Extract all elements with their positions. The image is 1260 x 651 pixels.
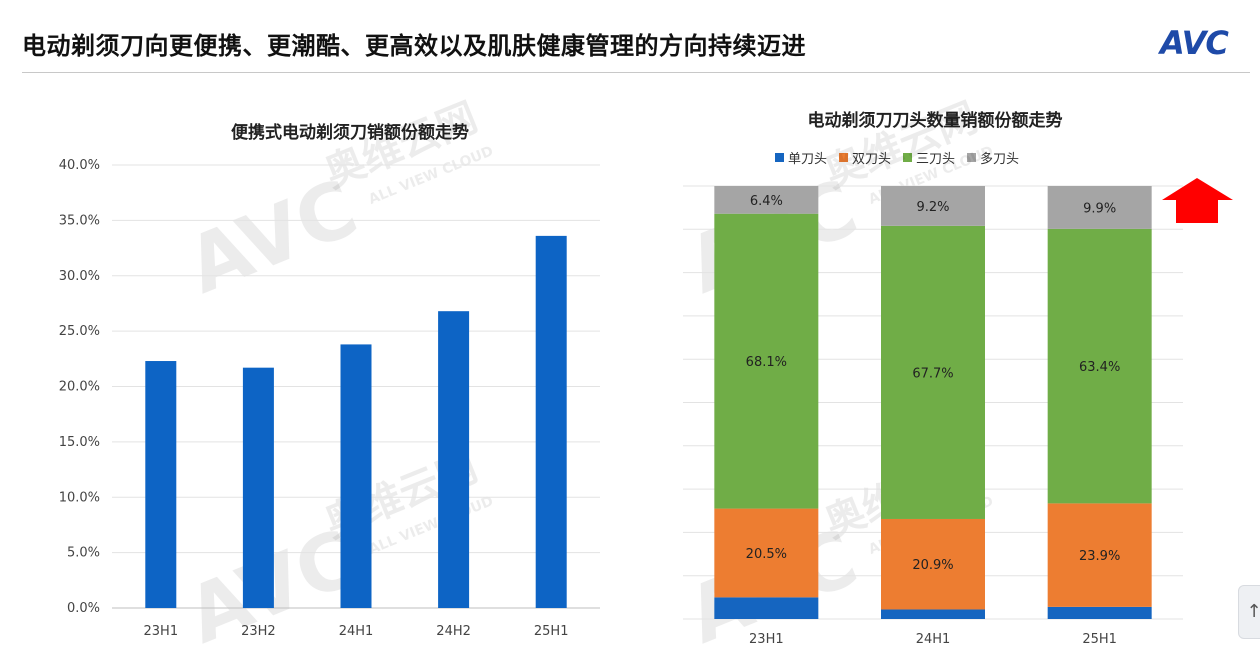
left-x-tick-label: 25H1 xyxy=(534,624,569,639)
avc-logo: AVC xyxy=(1160,24,1229,62)
stacked-data-label: 9.2% xyxy=(916,200,949,215)
right-x-tick-label: 23H1 xyxy=(749,632,784,647)
stacked-data-label: 6.4% xyxy=(750,194,783,209)
stacked-segment xyxy=(1047,228,1152,504)
left-y-tick-label: 5.0% xyxy=(67,546,100,561)
left-bar xyxy=(535,235,567,608)
legend-label-multi: 多刀头 xyxy=(980,152,1020,167)
left-x-tick-label: 24H1 xyxy=(339,624,374,639)
left-y-tick-label: 35.0% xyxy=(59,213,100,228)
right-chart-legend: 单刀头 双刀头 三刀头 多刀头 xyxy=(775,148,1019,167)
left-y-tick-label: 20.0% xyxy=(59,380,100,395)
stacked-segment xyxy=(881,225,985,519)
left-y-tick-label: 15.0% xyxy=(59,435,100,450)
legend-label-triple: 三刀头 xyxy=(916,152,956,167)
stacked-segment xyxy=(881,609,985,619)
left-x-tick-label: 23H1 xyxy=(144,624,179,639)
stacked-data-label: 20.9% xyxy=(912,558,953,573)
stacked-segment xyxy=(714,508,819,598)
stacked-segment xyxy=(1047,606,1152,619)
left-bar xyxy=(340,344,372,608)
stacked-data-label: 63.4% xyxy=(1079,360,1120,375)
legend-label-single: 单刀头 xyxy=(788,152,828,167)
left-chart-title: 便携式电动剃须刀销额份额走势 xyxy=(231,123,469,143)
left-y-tick-label: 10.0% xyxy=(59,490,100,505)
left-x-tick-label: 23H2 xyxy=(241,624,276,639)
scroll-to-top-button[interactable]: ↑ xyxy=(1238,585,1260,639)
legend-item-multi: 多刀头 xyxy=(967,148,1019,167)
left-y-tick-label: 0.0% xyxy=(67,601,100,616)
red-up-arrow-icon xyxy=(1162,178,1233,223)
legend-item-single: 单刀头 xyxy=(775,148,827,167)
left-y-tick-label: 30.0% xyxy=(59,269,100,284)
left-y-tick-label: 40.0% xyxy=(59,158,100,173)
legend-label-double: 双刀头 xyxy=(852,152,892,167)
page-title: 电动剃须刀向更便携、更潮酷、更高效以及肌肤健康管理的方向持续迈进 xyxy=(22,32,806,60)
left-bar xyxy=(145,361,177,608)
right-chart-title: 电动剃须刀刀头数量销额份额走势 xyxy=(807,111,1063,131)
stacked-segment xyxy=(881,518,985,610)
stacked-segment xyxy=(714,597,819,619)
legend-item-triple: 三刀头 xyxy=(903,148,955,167)
stacked-segment xyxy=(714,186,819,214)
title-divider xyxy=(22,72,1250,73)
legend-swatch-single xyxy=(775,153,784,162)
stacked-data-label: 67.7% xyxy=(912,366,953,381)
stacked-segment xyxy=(1047,186,1152,229)
arrow-up-icon: ↑ xyxy=(1246,601,1260,622)
legend-swatch-double xyxy=(839,153,849,162)
stacked-data-label: 68.1% xyxy=(746,355,787,370)
stacked-data-label: 20.5% xyxy=(746,547,787,562)
legend-item-double: 双刀头 xyxy=(839,148,891,167)
stacked-segment xyxy=(714,213,819,509)
stacked-data-label: 9.9% xyxy=(1083,201,1116,216)
left-bar xyxy=(242,367,274,608)
left-bar xyxy=(438,311,470,608)
stacked-data-label: 23.9% xyxy=(1079,549,1120,564)
right-x-tick-label: 24H1 xyxy=(916,632,951,647)
left-x-tick-label: 24H2 xyxy=(436,624,471,639)
stacked-segment xyxy=(1047,503,1152,607)
left-y-tick-label: 25.0% xyxy=(59,324,100,339)
legend-swatch-multi xyxy=(967,153,977,162)
stacked-segment xyxy=(881,186,985,226)
right-x-tick-label: 25H1 xyxy=(1082,632,1117,647)
legend-swatch-triple xyxy=(903,153,913,162)
